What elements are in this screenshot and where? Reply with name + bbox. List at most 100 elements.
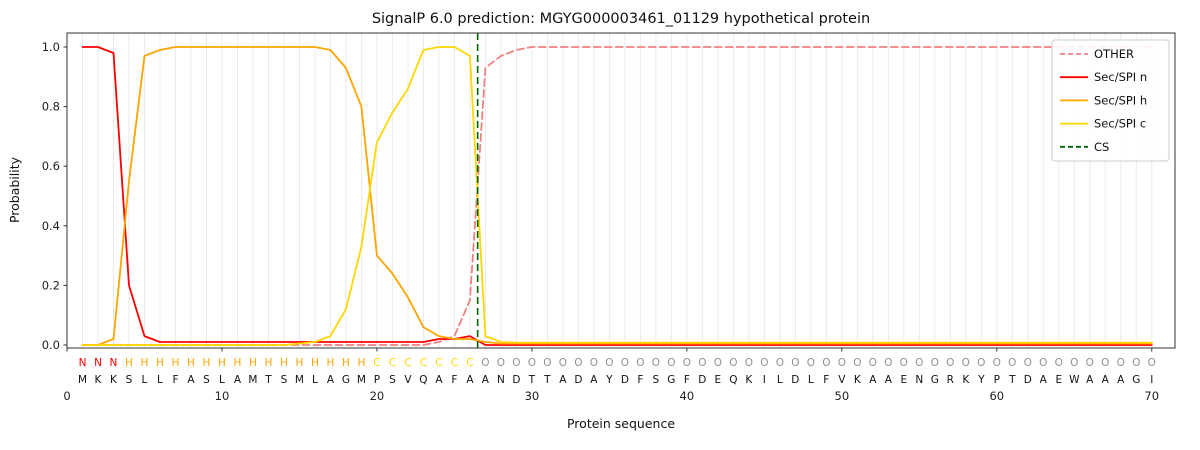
residue-letter: A <box>466 374 474 386</box>
region-letter: H <box>172 357 180 369</box>
y-axis-label: Probability <box>7 156 22 223</box>
residue-letter: L <box>219 374 225 386</box>
residue-letter: P <box>994 374 1000 386</box>
region-letter: H <box>249 357 257 369</box>
region-letter: O <box>745 357 753 369</box>
region-letter: O <box>729 357 737 369</box>
region-letter: O <box>962 357 970 369</box>
region-letter: O <box>946 357 954 369</box>
region-letter: C <box>420 357 427 369</box>
residue-letter: A <box>869 374 877 386</box>
region-letter: H <box>295 357 303 369</box>
residue-letter: D <box>621 374 629 386</box>
region-letter: H <box>342 357 350 369</box>
region-letter: H <box>265 357 273 369</box>
y-tick-label: 0.4 <box>42 219 60 233</box>
x-tick-label: 10 <box>215 389 230 403</box>
region-letter: O <box>760 357 768 369</box>
x-tick-label: 70 <box>1144 389 1159 403</box>
y-tick-label: 0.6 <box>42 159 60 173</box>
region-letter: C <box>373 357 380 369</box>
region-letter: H <box>280 357 288 369</box>
series-line-other <box>81 46 1153 346</box>
residue-letter: Y <box>605 374 613 386</box>
residue-letter: T <box>543 374 551 386</box>
residue-letter: K <box>962 374 970 386</box>
region-letter: C <box>389 357 396 369</box>
region-letter: O <box>543 357 551 369</box>
region-letter: H <box>125 357 133 369</box>
residue-letter: A <box>559 374 567 386</box>
legend-box <box>1051 39 1170 162</box>
residue-letter: A <box>327 374 335 386</box>
residue-letter: D <box>512 374 520 386</box>
region-letter: O <box>776 357 784 369</box>
x-tick-label: 0 <box>63 389 70 403</box>
region-letter: H <box>156 357 164 369</box>
residue-letter: K <box>745 374 753 386</box>
region-letter: C <box>435 357 442 369</box>
series-line-sec-spi-h <box>81 46 1153 346</box>
region-letter: O <box>652 357 660 369</box>
legend-label-sec-spi-c: Sec/SPI c <box>1094 117 1146 131</box>
region-letter: O <box>1132 357 1140 369</box>
series-group <box>81 33 1153 348</box>
region-letter: H <box>218 357 226 369</box>
region-letter: N <box>110 357 118 369</box>
legend: OTHER Sec/SPI n Sec/SPI h Sec/SPI c CS <box>1051 39 1170 162</box>
region-letter: H <box>311 357 319 369</box>
residue-letter: R <box>947 374 954 386</box>
residue-letter: F <box>637 374 643 386</box>
residue-letter: N <box>915 374 923 386</box>
residue-letter: F <box>451 374 457 386</box>
region-letter: O <box>807 357 815 369</box>
region-letter: O <box>884 357 892 369</box>
residue-letter: N <box>497 374 505 386</box>
residue-letter: F <box>172 374 178 386</box>
residue-letter: D <box>574 374 582 386</box>
region-letter: O <box>574 357 582 369</box>
region-letter: O <box>714 357 722 369</box>
residue-letter: L <box>312 374 318 386</box>
y-tick-label: 0.8 <box>42 100 60 114</box>
residue-letter: V <box>404 374 412 386</box>
region-letter: O <box>559 357 567 369</box>
residue-letter: T <box>264 374 272 386</box>
region-letter: N <box>94 357 102 369</box>
residue-letter: M <box>357 374 366 386</box>
x-tick-label: 40 <box>680 389 695 403</box>
residue-letter: L <box>808 374 814 386</box>
residue-letter: V <box>838 374 846 386</box>
region-letter: O <box>528 357 536 369</box>
residue-letter: K <box>110 374 118 386</box>
region-letter: O <box>698 357 706 369</box>
y-tick-label: 0.2 <box>42 278 60 292</box>
residue-letter: Q <box>729 374 737 386</box>
residue-letter: Y <box>977 374 985 386</box>
legend-label-cs: CS <box>1094 140 1109 154</box>
residue-letter: S <box>126 374 133 386</box>
residue-letter: A <box>234 374 242 386</box>
region-letter: O <box>1086 357 1094 369</box>
x-tick-label: 30 <box>525 389 540 403</box>
region-letter: O <box>621 357 629 369</box>
region-letter: N <box>79 357 87 369</box>
residue-letter: T <box>1008 374 1016 386</box>
region-letter: O <box>915 357 923 369</box>
residue-letter: E <box>1055 374 1062 386</box>
residue-letter: S <box>653 374 660 386</box>
region-letter: H <box>203 357 211 369</box>
region-letter: O <box>605 357 613 369</box>
residue-letter: D <box>1024 374 1032 386</box>
residue-letter: A <box>590 374 598 386</box>
region-letter: O <box>1055 357 1063 369</box>
x-axis-label: Protein sequence <box>567 416 675 431</box>
residue-letter: Q <box>419 374 427 386</box>
region-letter: O <box>1024 357 1032 369</box>
residue-letter: K <box>95 374 103 386</box>
region-letter: H <box>357 357 365 369</box>
region-letter: C <box>404 357 411 369</box>
residue-letter: I <box>1150 374 1153 386</box>
